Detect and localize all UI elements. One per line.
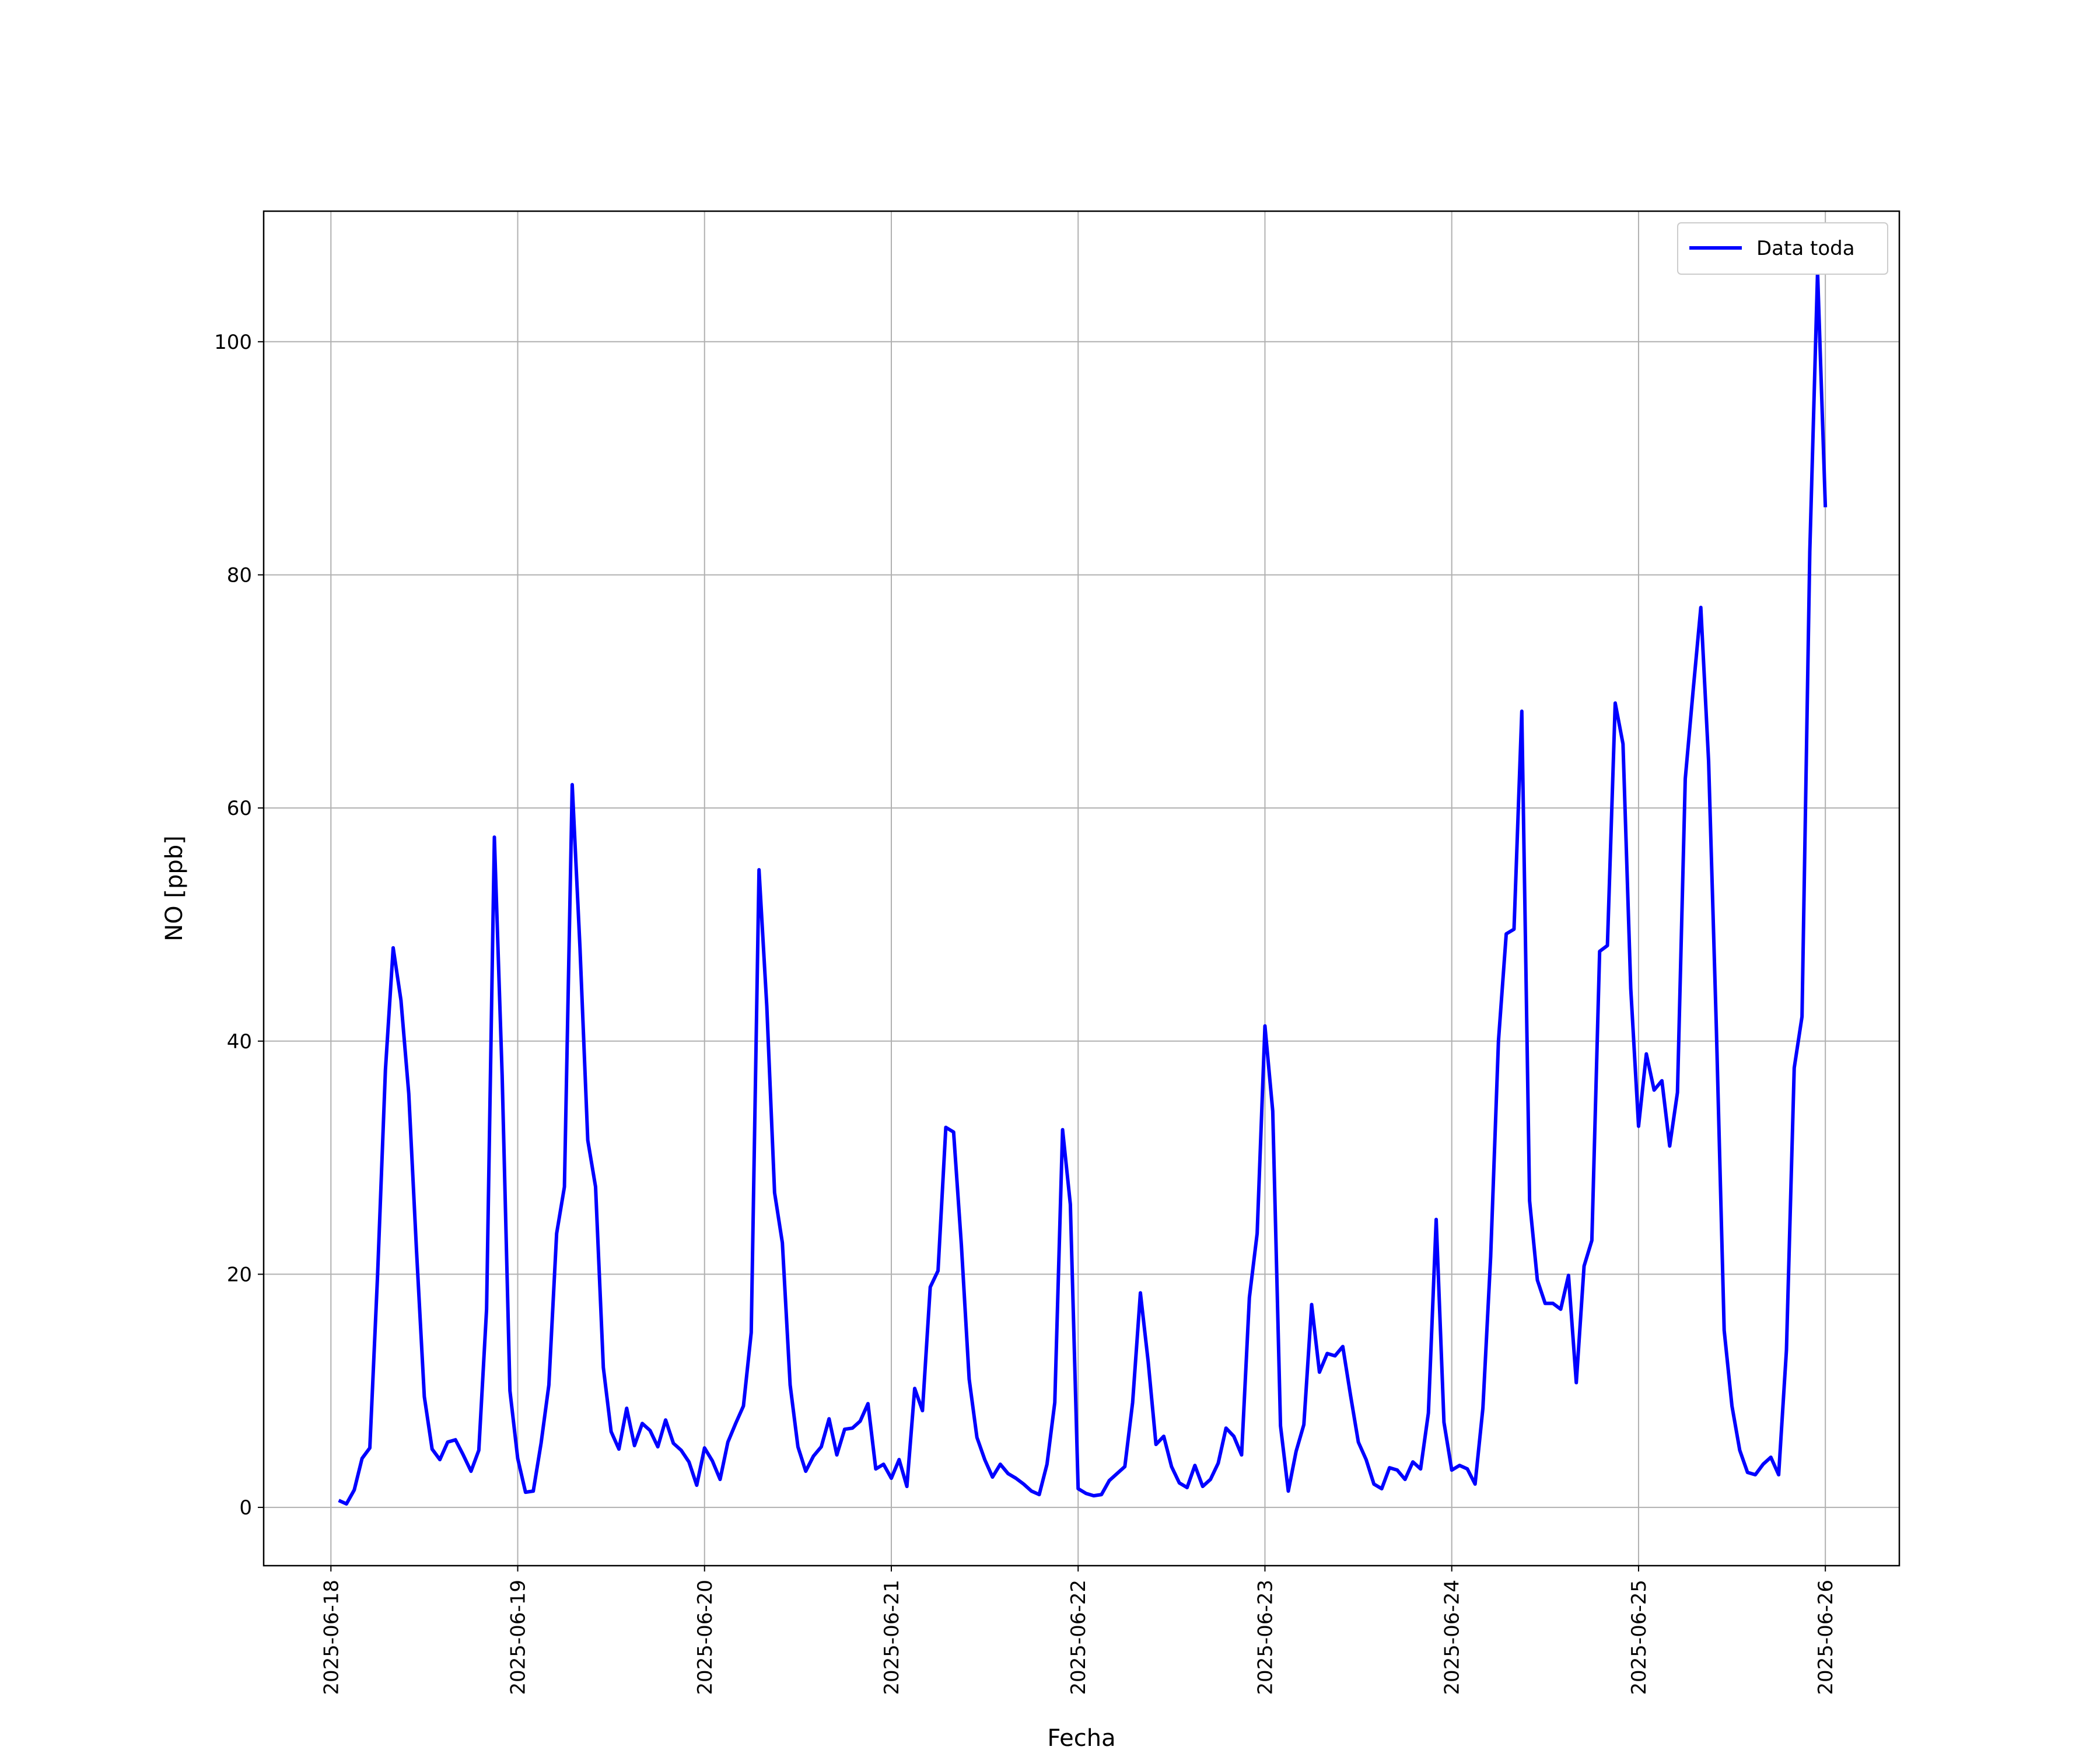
data-line <box>338 270 1828 1506</box>
x-tick-label: 2025-06-18 <box>320 1580 343 1695</box>
x-tick-label: 2025-06-26 <box>1814 1580 1838 1695</box>
y-tick-label: 80 <box>227 564 252 587</box>
y-tick-label: 40 <box>227 1030 252 1054</box>
x-tick-label: 2025-06-22 <box>1067 1580 1090 1695</box>
x-tick-label: 2025-06-21 <box>880 1580 904 1695</box>
y-tick-label: 20 <box>227 1263 252 1286</box>
y-tick-label: 60 <box>227 797 252 820</box>
legend-box <box>1677 222 1888 275</box>
y-axis-label: NO [ppb] <box>161 835 188 942</box>
legend-label: Data toda <box>1756 237 1855 260</box>
x-tick-label: 2025-06-24 <box>1441 1580 1464 1695</box>
x-tick-label: 2025-06-20 <box>694 1580 717 1695</box>
x-tick-label: 2025-06-23 <box>1254 1580 1277 1695</box>
x-axis-label: Fecha <box>1047 1725 1115 1750</box>
plot-frame <box>262 210 1901 1567</box>
x-tick-label: 2025-06-25 <box>1628 1580 1651 1695</box>
y-tick-label: 100 <box>214 331 252 354</box>
y-tick-label: 0 <box>239 1496 252 1520</box>
x-tick-label: 2025-06-19 <box>507 1580 530 1695</box>
